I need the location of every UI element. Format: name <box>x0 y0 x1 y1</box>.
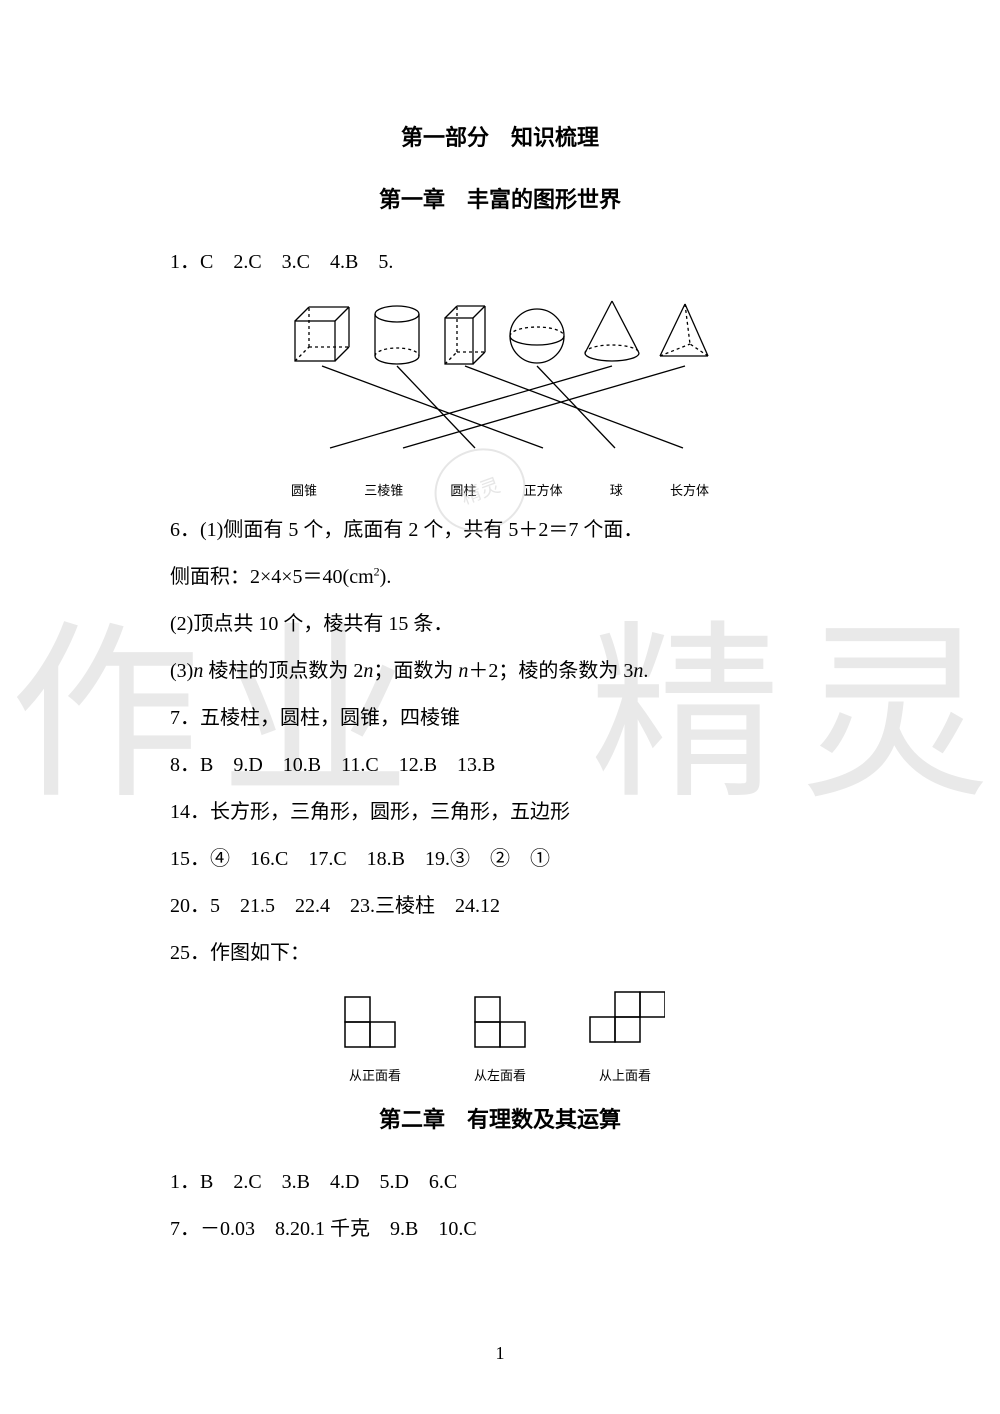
ch1-line6b: 侧面积：2×4×5＝40(cm2). <box>170 554 830 601</box>
chapter2-title: 第二章 有理数及其运算 <box>170 1102 830 1134</box>
svg-text:精灵: 精灵 <box>458 474 503 509</box>
ch1-line8: 8．B 9.D 10.B 11.C 12.B 13.B <box>170 742 830 789</box>
page-number: 1 <box>0 1343 1000 1364</box>
ch2-line1: 1．B 2.C 3.B 4.D 5.D 6.C <box>170 1159 830 1206</box>
section-title: 第一部分 知识梳理 <box>170 120 830 152</box>
view-label: 从上面看 <box>599 1065 651 1084</box>
var-n: n <box>633 660 643 682</box>
ch1-line14: 14．长方形，三角形，圆形，三角形，五边形 <box>170 789 830 836</box>
ch1-line6c: (2)顶点共 10 个，棱共有 15 条． <box>170 601 830 648</box>
ch1-line6d: (3)n 棱柱的顶点数为 2n；面数为 n＋2；棱的条数为 3n. <box>170 648 830 695</box>
page-content: 第一部分 知识梳理 第一章 丰富的图形世界 1．C 2.C 3.C 4.B 5. <box>0 0 1000 1253</box>
shape-label: 长方体 <box>670 480 709 499</box>
ch1-line15: 15．④ 16.C 17.C 18.B 19.③ ② ① <box>170 836 830 883</box>
ch1-line20: 20．5 21.5 22.4 23.三棱柱 24.12 <box>170 883 830 930</box>
shape-label: 圆锥 <box>291 480 317 499</box>
text: ；面数为 <box>373 660 458 682</box>
shape-label: 三棱锥 <box>364 480 403 499</box>
ch2-line7: 7．－0.03 8.20.1 千克 9.B 10.C <box>170 1206 830 1253</box>
text: (3) <box>170 660 193 682</box>
ch1-line1: 1．C 2.C 3.C 4.B 5. <box>170 239 830 286</box>
var-n: n <box>458 660 468 682</box>
view-label: 从左面看 <box>474 1065 526 1084</box>
view-top: 从上面看 <box>585 987 665 1084</box>
chapter1-title: 第一章 丰富的图形世界 <box>170 182 830 214</box>
view-left: 从左面看 <box>460 987 540 1084</box>
three-views-figure: 从正面看 从左面看 从上面看 <box>335 987 665 1084</box>
text: ＋2；棱的条数为 3 <box>468 660 633 682</box>
ch1-line7: 7．五棱柱，圆柱，圆锥，四棱锥 <box>170 695 830 742</box>
ch1-line25: 25．作图如下： <box>170 930 830 977</box>
shape-label: 球 <box>610 480 623 499</box>
view-front: 从正面看 <box>335 987 415 1084</box>
var-n: n <box>363 660 373 682</box>
view-label: 从正面看 <box>349 1065 401 1084</box>
text: . <box>643 660 648 682</box>
text: 侧面积：2×4×5＝40(cm <box>170 566 374 588</box>
var-n: n <box>193 660 203 682</box>
text: 棱柱的顶点数为 2 <box>203 660 363 682</box>
text: ). <box>380 566 392 588</box>
